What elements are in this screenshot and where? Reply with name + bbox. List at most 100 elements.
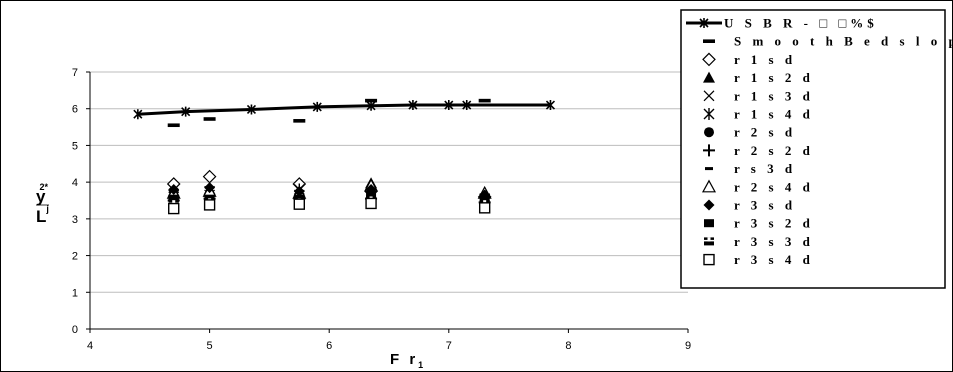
series-layer bbox=[133, 98, 556, 215]
legend-item-13: r 3 s 4 d bbox=[703, 252, 814, 267]
y-tick-label-0: 0 bbox=[72, 324, 78, 336]
series-0-point-3 bbox=[312, 101, 322, 112]
legend-label-7: r 2 s 2 d bbox=[734, 143, 814, 158]
series-1 bbox=[167, 98, 491, 128]
legend-marker-13 bbox=[703, 253, 715, 266]
series-1-point-3 bbox=[365, 98, 378, 103]
series-7 bbox=[167, 192, 491, 209]
y-tick-label-5: 5 bbox=[72, 140, 78, 152]
legend-items: U S B R - □ □%$ S m o o t h B e d s l o p… bbox=[686, 16, 953, 267]
legend: U S B R - □ □%$ S m o o t h B e d s l o p… bbox=[680, 9, 953, 289]
legend-label-1: S m o o t h B e d s l o p e = 0 bbox=[734, 34, 953, 49]
legend-label-10: r 3 s d bbox=[734, 198, 796, 213]
legend-item-2: r 1 s d bbox=[702, 52, 796, 67]
x-ticks: 4 5 6 7 8 9 bbox=[87, 329, 691, 352]
legend-item-8: r s 3 d bbox=[705, 161, 796, 176]
y-axis-title-top-sup: 2* bbox=[39, 182, 48, 192]
series-13-point-4 bbox=[478, 202, 491, 214]
y-tick-label-2: 2 bbox=[72, 251, 78, 263]
series-1-point-0 bbox=[167, 123, 180, 128]
legend-label-2: r 1 s d bbox=[734, 52, 796, 67]
series-1-point-2 bbox=[293, 119, 306, 123]
series-11-point-4 bbox=[479, 194, 490, 203]
legend-marker-4 bbox=[703, 90, 715, 102]
y-axis-title-bottom-sup: j bbox=[45, 204, 49, 214]
legend-item-12: r 3 s 3 d bbox=[704, 234, 814, 249]
legend-label-6: r 2 s d bbox=[734, 125, 796, 140]
legend-marker-6 bbox=[704, 127, 714, 138]
x-tick-label-2: 6 bbox=[326, 340, 332, 352]
series-10 bbox=[168, 182, 491, 201]
y-tick-label-1: 1 bbox=[72, 287, 78, 299]
x-axis-title-sub: 1 bbox=[418, 360, 426, 370]
series-11-point-0 bbox=[168, 194, 179, 203]
legend-marker-1 bbox=[703, 39, 715, 43]
legend-label-5: r 1 s 4 d bbox=[734, 107, 814, 122]
series-13-point-1 bbox=[203, 199, 216, 211]
series-10-point-0 bbox=[168, 183, 180, 195]
series-13-point-0 bbox=[168, 202, 180, 215]
series-0-point-5 bbox=[408, 100, 418, 111]
y-axis-title-top-main: y bbox=[36, 187, 46, 206]
series-0-point-6 bbox=[444, 100, 454, 111]
y-tick-label-6: 6 bbox=[72, 104, 78, 116]
legend-marker-0 bbox=[699, 18, 709, 28]
legend-label-9: r 2 s 4 d bbox=[734, 179, 814, 194]
series-2-point-1 bbox=[202, 169, 217, 184]
series-13 bbox=[168, 197, 491, 215]
legend-item-6: r 2 s d bbox=[704, 125, 796, 140]
legend-item-4: r 1 s 3 d bbox=[703, 88, 814, 103]
y-tick-label-3: 3 bbox=[72, 214, 78, 226]
legend-item-0: U S B R - □ □%$ bbox=[686, 16, 878, 31]
series-0-line bbox=[137, 103, 551, 116]
legend-marker-5 bbox=[703, 108, 715, 120]
legend-item-3: r 1 s 2 d bbox=[703, 70, 814, 85]
series-0-point-7 bbox=[462, 100, 472, 111]
legend-item-1: S m o o t h B e d s l o p e = 0 bbox=[703, 34, 953, 49]
legend-label-13: r 3 s 4 d bbox=[734, 252, 814, 267]
legend-label-4: r 1 s 3 d bbox=[734, 88, 814, 103]
y-tick-label-7: 7 bbox=[72, 67, 78, 79]
legend-item-10: r 3 s d bbox=[703, 198, 796, 213]
series-10-point-2 bbox=[293, 185, 305, 197]
x-tick-label-0: 4 bbox=[87, 340, 93, 352]
y-ticks: 0 1 2 3 4 5 6 7 bbox=[72, 67, 90, 336]
series-0-point-0 bbox=[133, 109, 143, 120]
x-axis-title: F r1 bbox=[390, 351, 426, 370]
legend-marker-9 bbox=[701, 179, 717, 193]
legend-marker-3 bbox=[703, 71, 715, 83]
y-tick-label-4: 4 bbox=[72, 177, 78, 189]
x-tick-label-1: 5 bbox=[207, 340, 213, 352]
series-0-point-2 bbox=[246, 104, 257, 115]
plot-area: 4 5 6 7 8 9 0 1 2 3 4 5 6 7 bbox=[72, 67, 691, 352]
legend-marker-2 bbox=[702, 52, 716, 67]
y-axis-title-bottom-main: L bbox=[36, 207, 46, 226]
series-11 bbox=[168, 190, 490, 203]
x-tick-label-4: 8 bbox=[565, 340, 571, 352]
legend-item-5: r 1 s 4 d bbox=[703, 107, 814, 122]
x-axis-title-main: F r bbox=[390, 351, 418, 368]
series-0 bbox=[133, 100, 556, 120]
legend-marker-7 bbox=[703, 144, 715, 157]
legend-label-3: r 1 s 2 d bbox=[734, 70, 814, 85]
series-11-point-3 bbox=[366, 190, 377, 199]
series-13-point-2 bbox=[293, 198, 305, 210]
series-2 bbox=[166, 169, 492, 204]
series-13-point-3 bbox=[365, 197, 377, 210]
legend-marker-12 bbox=[704, 237, 714, 246]
legend-label-0: U S B R - □ □%$ bbox=[724, 16, 878, 31]
series-0-point-1 bbox=[181, 106, 191, 117]
legend-marker-11 bbox=[704, 219, 714, 228]
series-4 bbox=[168, 189, 491, 206]
series-8 bbox=[169, 197, 489, 204]
series-0-point-4 bbox=[366, 100, 376, 111]
legend-label-8: r s 3 d bbox=[734, 161, 796, 176]
legend-marker-10 bbox=[703, 199, 715, 211]
legend-item-11: r 3 s 2 d bbox=[704, 216, 814, 231]
legend-label-12: r 3 s 3 d bbox=[734, 234, 814, 249]
x-tick-label-3: 7 bbox=[446, 340, 452, 352]
series-12 bbox=[168, 196, 490, 209]
series-1-point-1 bbox=[203, 117, 216, 121]
legend-label-11: r 3 s 2 d bbox=[734, 216, 814, 231]
